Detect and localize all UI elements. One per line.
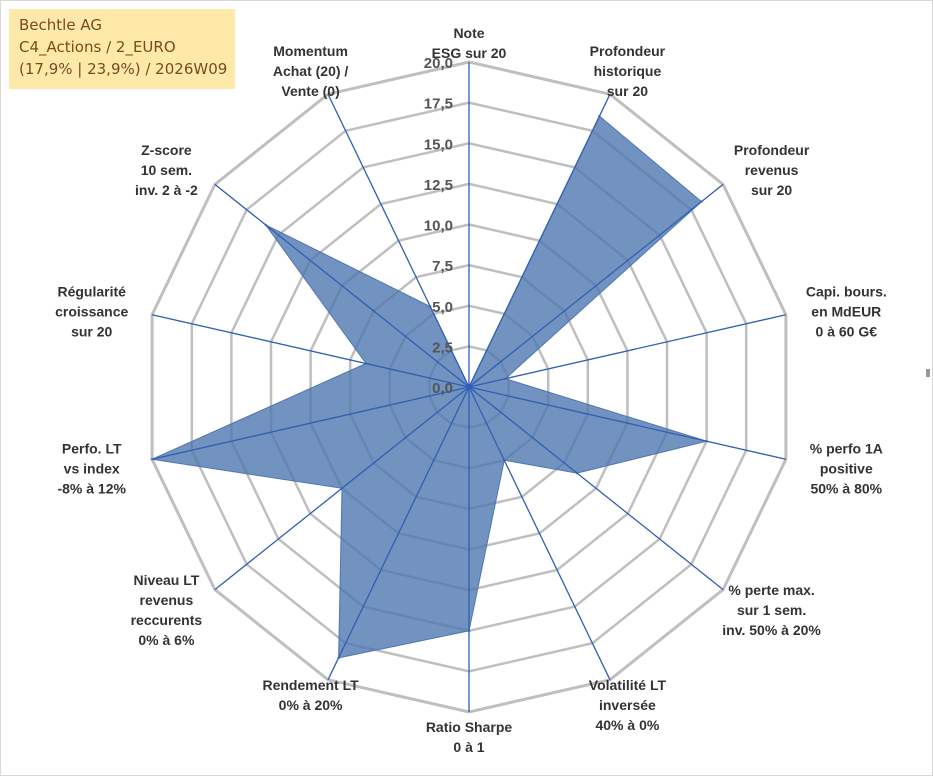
axis-label-line: Niveau LT (133, 572, 199, 588)
axis-label-line: 10 sem. (141, 162, 192, 178)
axis-label-3: Capi. bours. en MdEUR 0 à 60 G€ (806, 284, 887, 340)
scrollbar-thumb[interactable] (926, 369, 930, 377)
axis-label-6: Volatilité LT inversée 40% à 0% (589, 677, 667, 733)
axis-label-8: Rendement LT 0% à 20% (262, 677, 359, 713)
axis-label-line: Ratio Sharpe (426, 719, 513, 735)
axis-label-9: Niveau LT revenus reccurents 0% à 6% (131, 572, 203, 648)
axis-label-line: Z-score (141, 142, 192, 158)
spoke-12 (214, 183, 470, 388)
axis-label-line: Perfo. LT (62, 441, 122, 457)
axis-label-7: Ratio Sharpe 0 à 1 (426, 719, 513, 755)
axis-label-line: % perte max. (728, 582, 814, 598)
spoke-3 (468, 314, 787, 388)
tick-label-8: 20,0 (424, 55, 453, 72)
axis-label-line: Achat (20) / (273, 63, 349, 79)
axis-label-13: Momentum Achat (20) / Vente (0) (273, 43, 349, 99)
axis-label-line: 0% à 6% (138, 632, 195, 648)
spoke-4 (468, 386, 787, 460)
tick-label-3: 7,5 (432, 258, 453, 275)
spoke-13 (327, 93, 470, 388)
spoke-9 (214, 386, 470, 591)
axis-label-line: inversée (599, 697, 656, 713)
axis-label-line: 0 à 60 G€ (816, 324, 878, 340)
spoke-8 (327, 386, 470, 681)
axis-label-line: Profondeur (734, 142, 810, 158)
title-performance: (17,9% | 23,9%) / 2026W09 (19, 60, 228, 78)
axis-label-5: % perte max. sur 1 sem. inv. 50% à 20% (722, 582, 821, 638)
title-category: C4_Actions / 2_EURO (19, 38, 176, 56)
axis-label-line: sur 1 sem. (737, 602, 806, 618)
tick-label-7: 17,5 (424, 96, 453, 113)
spoke-6 (468, 386, 611, 681)
data-area (150, 115, 709, 659)
axis-label-2: Profondeur revenus sur 20 (734, 142, 810, 198)
axis-label-line: Profondeur (590, 43, 666, 59)
axis-label-line: 40% à 0% (595, 717, 659, 733)
axis-label-line: Note (453, 25, 484, 41)
axis-label-12: Z-score 10 sem. inv. 2 à -2 (135, 142, 198, 198)
axis-label-line: reccurents (131, 612, 203, 628)
tick-label-4: 10,0 (424, 218, 453, 235)
axis-label-line: Vente (0) (281, 83, 339, 99)
tick-label-5: 12,5 (424, 177, 453, 194)
axis-label-line: sur 20 (751, 182, 792, 198)
axis-label-line: inv. 50% à 20% (722, 622, 821, 638)
tick-label-6: 15,0 (424, 136, 453, 153)
title-company: Bechtle AG (19, 16, 102, 34)
axis-label-line: revenus (140, 592, 194, 608)
axis-label-line: vs index (64, 461, 120, 477)
spoke-5 (468, 386, 724, 591)
axis-label-line: sur 20 (607, 83, 648, 99)
axis-label-line: Volatilité LT (589, 677, 667, 693)
axis-label-11: Régularité croissance sur 20 (55, 284, 128, 340)
axis-label-4: % perfo 1A positive 50% à 80% (810, 441, 883, 497)
axis-label-10: Perfo. LT vs index -8% à 12% (57, 441, 126, 497)
spoke-11 (151, 314, 470, 388)
axis-label-line: inv. 2 à -2 (135, 182, 198, 198)
axis-label-line: 0% à 20% (279, 697, 343, 713)
axis-label-line: historique (594, 63, 662, 79)
axis-label-line: en MdEUR (811, 304, 881, 320)
tick-label-0: 0,0 (432, 380, 453, 397)
axis-label-line: 0 à 1 (453, 739, 484, 755)
axis-label-line: Capi. bours. (806, 284, 887, 300)
spoke-10 (151, 386, 470, 460)
spoke-2 (468, 183, 724, 388)
spoke-1 (468, 93, 611, 388)
axis-label-line: Momentum (273, 43, 348, 59)
axis-label-line: % perfo 1A (810, 441, 883, 457)
axis-label-1: Profondeur historique sur 20 (590, 43, 666, 99)
tick-label-2: 5,0 (432, 299, 453, 316)
axis-label-line: -8% à 12% (57, 481, 126, 497)
axis-label-line: croissance (55, 304, 128, 320)
axis-label-line: 50% à 80% (810, 481, 882, 497)
axis-label-line: sur 20 (71, 324, 112, 340)
axis-label-line: Régularité (57, 284, 126, 300)
axis-label-0: Note ESG sur 20 (432, 25, 507, 61)
tick-label-1: 2,5 (432, 339, 453, 356)
axis-label-line: revenus (745, 162, 799, 178)
chart-title-box: Bechtle AG C4_Actions / 2_EURO (17,9% | … (9, 9, 235, 89)
axis-label-line: ESG sur 20 (432, 45, 507, 61)
axis-label-line: positive (820, 461, 873, 477)
axis-label-line: Rendement LT (262, 677, 359, 693)
